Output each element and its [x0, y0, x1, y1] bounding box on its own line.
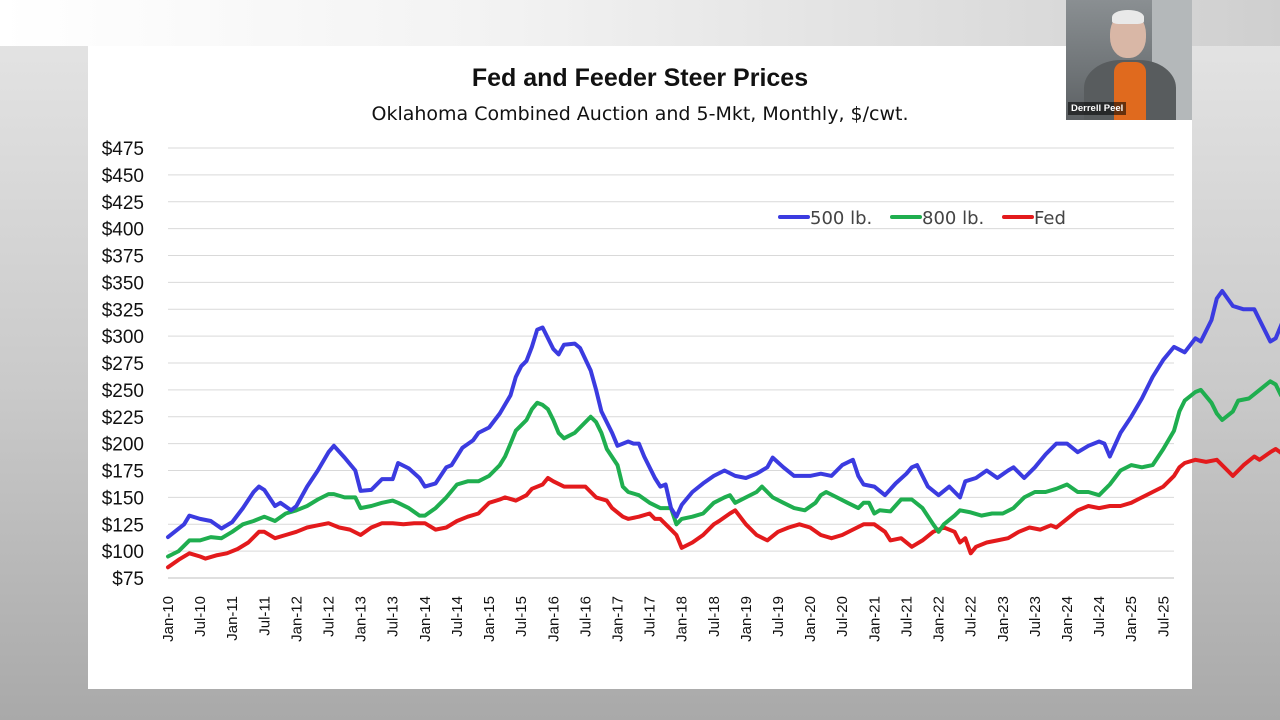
series-line-800-lb-: [166, 379, 1280, 559]
y-axis-ticks: $475 $450 $425 $400 $375 $350 $325 $300 $275 $250…: [102, 139, 144, 590]
x-tick-label: Jul-22: [963, 596, 980, 637]
y-tick-label: $100: [102, 542, 144, 563]
x-tick-label: Jul-20: [834, 596, 851, 637]
x-tick-label: Jul-21: [898, 596, 915, 637]
x-axis-ticks: Jan-10 Jul-10 Jan-11 Jul-11 Jan-12 Jul-12 Jan-…: [160, 596, 1172, 642]
x-tick-label: Jan-13: [353, 596, 370, 642]
x-tick-label: Jul-24: [1091, 596, 1108, 637]
presenter-webcam: Derrell Peel: [1066, 0, 1192, 120]
y-tick-label: $150: [102, 488, 144, 509]
x-tick-label: Jul-23: [1027, 596, 1044, 637]
x-tick-label: Jan-15: [481, 596, 498, 642]
x-tick-label: Jul-13: [385, 596, 402, 637]
series-line-fed: [166, 447, 1280, 570]
x-tick-label: Jan-16: [545, 596, 562, 642]
legend-label: 800 lb.: [922, 208, 984, 229]
x-tick-label: Jan-20: [802, 596, 819, 642]
y-tick-label: $450: [102, 166, 144, 187]
x-tick-label: Jul-11: [256, 596, 273, 636]
chart-subtitle: Oklahoma Combined Auction and 5-Mkt, Mon…: [371, 103, 909, 125]
x-tick-label: Jan-10: [160, 596, 177, 642]
y-tick-label: $475: [102, 139, 144, 160]
y-tick-label: $75: [112, 569, 144, 590]
y-tick-label: $300: [102, 327, 144, 348]
x-tick-label: Jul-17: [642, 596, 659, 637]
x-tick-label: Jan-23: [995, 596, 1012, 642]
x-tick-label: Jan-14: [417, 596, 434, 642]
x-tick-label: Jan-22: [931, 596, 948, 642]
y-tick-label: $425: [102, 193, 144, 214]
chart-title: Fed and Feeder Steer Prices: [471, 64, 809, 92]
x-tick-label: Jul-10: [192, 596, 209, 637]
y-tick-label: $275: [102, 354, 144, 375]
y-tick-label: $125: [102, 515, 144, 536]
y-tick-label: $175: [102, 462, 144, 483]
y-tick-label: $325: [102, 300, 144, 321]
presenter-hair: [1112, 10, 1144, 24]
x-tick-label: Jan-12: [288, 596, 305, 642]
y-tick-label: $250: [102, 381, 144, 402]
x-tick-label: Jan-21: [866, 596, 883, 642]
x-tick-label: Jan-25: [1123, 596, 1140, 642]
y-tick-label: $200: [102, 435, 144, 456]
legend-label: 500 lb.: [810, 208, 872, 229]
slide-canvas: [88, 46, 1192, 689]
x-tick-label: Jul-15: [513, 596, 530, 637]
x-tick-label: Jul-14: [449, 596, 466, 637]
x-tick-label: Jul-25: [1155, 596, 1172, 637]
legend: 500 lb. 800 lb. Fed: [778, 208, 1066, 229]
y-tick-label: $375: [102, 247, 144, 268]
series-lines: [166, 289, 1280, 570]
x-tick-label: Jan-24: [1059, 596, 1076, 642]
x-tick-label: Jul-16: [577, 596, 594, 637]
x-tick-label: Jan-19: [738, 596, 755, 642]
series-line-500-lb-: [166, 289, 1280, 540]
x-tick-label: Jul-12: [321, 596, 338, 637]
y-tick-label: $400: [102, 220, 144, 241]
x-tick-label: Jul-18: [706, 596, 723, 637]
x-tick-label: Jan-17: [609, 596, 626, 642]
x-tick-label: Jan-18: [674, 596, 691, 642]
y-tick-label: $225: [102, 408, 144, 429]
x-tick-label: Jul-19: [770, 596, 787, 637]
y-tick-label: $350: [102, 273, 144, 294]
gridlines: [168, 147, 1174, 579]
legend-label: Fed: [1034, 208, 1066, 229]
x-tick-label: Jan-11: [224, 596, 241, 641]
presenter-name-label: Derrell Peel: [1068, 102, 1127, 115]
